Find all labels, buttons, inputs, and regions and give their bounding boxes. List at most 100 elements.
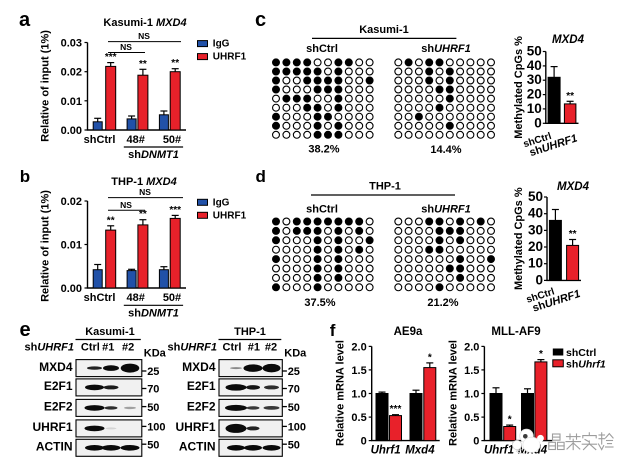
svg-text:1.0: 1.0	[351, 389, 366, 401]
svg-text:**: **	[171, 58, 179, 69]
svg-text:50: 50	[288, 439, 300, 451]
svg-text:0.03: 0.03	[61, 38, 82, 50]
svg-text:shUHRF1: shUHRF1	[24, 342, 74, 354]
svg-text:THP-1: THP-1	[234, 326, 266, 338]
svg-text:Methylated CpGs %: Methylated CpGs %	[513, 187, 525, 290]
svg-text:*: *	[508, 415, 512, 426]
svg-text:shUhrf1: shUhrf1	[566, 358, 606, 370]
svg-text:KDa: KDa	[144, 348, 167, 360]
svg-text:***: ***	[169, 205, 181, 216]
svg-text:1.5: 1.5	[464, 365, 479, 377]
svg-text:shUHRF1: shUHRF1	[421, 43, 471, 55]
svg-text:shCtrl: shCtrl	[306, 43, 338, 55]
svg-text:70: 70	[147, 384, 159, 396]
svg-text:0.01: 0.01	[61, 240, 82, 252]
svg-text:shCtrl: shCtrl	[84, 292, 116, 304]
svg-text:**: **	[139, 209, 147, 220]
svg-text:50: 50	[147, 439, 159, 451]
svg-text:shUHRF1: shUHRF1	[167, 342, 217, 354]
svg-text:50#: 50#	[163, 134, 181, 146]
svg-text:0: 0	[534, 115, 542, 130]
svg-text:**: **	[139, 59, 147, 70]
svg-text:MLL-AF9: MLL-AF9	[491, 326, 540, 338]
svg-text:0: 0	[535, 272, 543, 287]
svg-text:THP-1: THP-1	[369, 181, 401, 193]
svg-text:UHRF1: UHRF1	[213, 52, 247, 63]
svg-text:10: 10	[528, 256, 543, 271]
svg-text:NS: NS	[139, 187, 151, 197]
svg-text:1.5: 1.5	[351, 365, 366, 377]
svg-text:48#: 48#	[127, 134, 145, 146]
svg-text:Kasumi-1 MXD4: Kasumi-1 MXD4	[103, 17, 186, 29]
svg-text:shDNMT1: shDNMT1	[128, 149, 179, 161]
svg-text:Relative mRNA level: Relative mRNA level	[447, 340, 459, 446]
svg-text:37.5%: 37.5%	[304, 297, 335, 309]
svg-text:shCtrl: shCtrl	[566, 347, 596, 359]
svg-text:E2F1: E2F1	[187, 379, 216, 393]
svg-text:Methylated CpGs %: Methylated CpGs %	[513, 36, 525, 139]
svg-text:MXD4: MXD4	[39, 360, 73, 374]
svg-text:KDa: KDa	[284, 348, 307, 360]
svg-text:ACTIN: ACTIN	[179, 440, 216, 454]
svg-text:***: ***	[105, 52, 117, 63]
svg-text:IgG: IgG	[213, 197, 230, 208]
svg-text:IgG: IgG	[213, 39, 230, 50]
svg-text:0.01: 0.01	[61, 96, 82, 108]
svg-text:30: 30	[527, 72, 542, 87]
svg-text:d: d	[256, 167, 266, 186]
svg-text:f: f	[330, 321, 336, 340]
svg-text:NS: NS	[120, 42, 132, 52]
svg-text:*: *	[428, 352, 432, 363]
svg-text:0.02: 0.02	[61, 196, 82, 208]
svg-text:MXD4: MXD4	[182, 360, 216, 374]
svg-text:shDNMT1: shDNMT1	[128, 307, 179, 319]
svg-text:Relative of input (1%): Relative of input (1%)	[40, 190, 52, 302]
svg-text:50: 50	[147, 402, 159, 414]
svg-text:14.4%: 14.4%	[430, 144, 461, 156]
svg-text:40: 40	[527, 58, 542, 73]
svg-text:Kasumi-1: Kasumi-1	[85, 326, 135, 338]
svg-text:shUHRF1: shUHRF1	[421, 204, 471, 216]
svg-text:#2: #2	[122, 342, 134, 354]
svg-text:UHRF1: UHRF1	[175, 420, 215, 434]
svg-text:25: 25	[288, 366, 300, 378]
svg-text:NS: NS	[120, 200, 132, 210]
svg-text:0.00: 0.00	[61, 283, 82, 295]
svg-text:38.2%: 38.2%	[308, 144, 339, 156]
svg-text:MXD4: MXD4	[557, 181, 590, 193]
svg-text:E2F1: E2F1	[44, 379, 73, 393]
svg-text:0.02: 0.02	[61, 67, 82, 79]
svg-text:48#: 48#	[127, 292, 145, 304]
svg-text:AE9a: AE9a	[394, 326, 423, 338]
svg-text:0: 0	[361, 436, 367, 448]
svg-text:50: 50	[527, 44, 542, 59]
svg-text:Mxd4: Mxd4	[405, 445, 435, 457]
svg-text:40: 40	[528, 206, 543, 221]
svg-text:#2: #2	[265, 342, 277, 354]
svg-text:**: **	[569, 229, 577, 240]
svg-text:NS: NS	[138, 31, 150, 41]
svg-text:a: a	[19, 9, 31, 31]
svg-text:0.5: 0.5	[351, 412, 366, 424]
svg-text:Relative mRNA level: Relative mRNA level	[335, 340, 347, 446]
svg-text:Ctrl: Ctrl	[81, 342, 100, 354]
svg-text:50: 50	[528, 189, 543, 204]
svg-text:**: **	[107, 215, 115, 226]
svg-text:b: b	[20, 167, 30, 186]
svg-text:UHRF1: UHRF1	[213, 210, 247, 221]
svg-text:100: 100	[147, 422, 165, 434]
svg-text:0.5: 0.5	[464, 412, 479, 424]
svg-text:0.00: 0.00	[61, 125, 82, 137]
svg-text:21.2%: 21.2%	[427, 297, 458, 309]
svg-text:shCtrl: shCtrl	[306, 204, 338, 216]
svg-text:Relative of input (1%): Relative of input (1%)	[40, 30, 52, 142]
svg-text:30: 30	[528, 222, 543, 237]
svg-text:E2F2: E2F2	[44, 400, 73, 414]
svg-text:***: ***	[390, 404, 402, 415]
svg-text:0: 0	[473, 436, 479, 448]
svg-text:50: 50	[288, 402, 300, 414]
svg-text:shCtrl: shCtrl	[84, 134, 116, 146]
svg-text:2.0: 2.0	[351, 341, 366, 353]
svg-text:UHRF1: UHRF1	[32, 420, 72, 434]
svg-text:70: 70	[288, 384, 300, 396]
